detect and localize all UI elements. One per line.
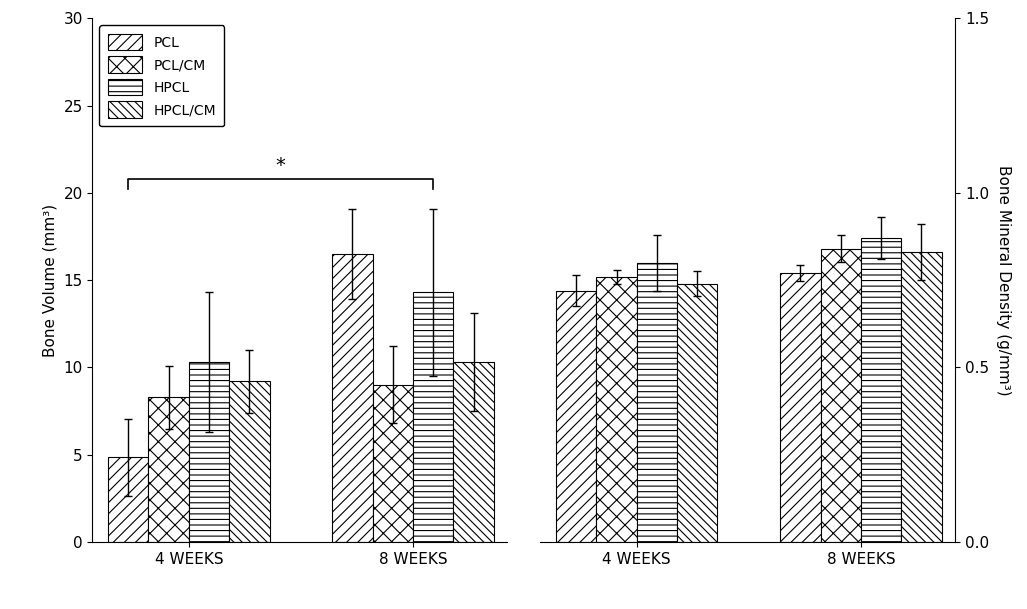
Bar xyxy=(229,381,269,542)
Y-axis label: Bone Volume (mm³): Bone Volume (mm³) xyxy=(43,203,58,357)
Bar xyxy=(108,457,149,542)
Bar xyxy=(413,292,453,542)
Bar xyxy=(821,248,861,542)
Bar xyxy=(637,262,677,542)
Bar xyxy=(781,273,821,542)
Bar xyxy=(597,276,637,542)
Bar xyxy=(149,397,189,542)
Legend: PCL, PCL/CM, HPCL, HPCL/CM: PCL, PCL/CM, HPCL, HPCL/CM xyxy=(100,25,225,126)
Bar xyxy=(556,290,597,542)
Bar xyxy=(333,254,373,542)
Bar xyxy=(453,362,494,542)
Bar xyxy=(677,284,718,542)
Bar xyxy=(861,238,902,542)
Y-axis label: Bone Mineral Density (g/mm³): Bone Mineral Density (g/mm³) xyxy=(996,165,1012,395)
Text: *: * xyxy=(276,157,286,175)
Bar xyxy=(373,385,413,542)
Bar xyxy=(189,362,229,542)
Bar xyxy=(902,252,942,542)
